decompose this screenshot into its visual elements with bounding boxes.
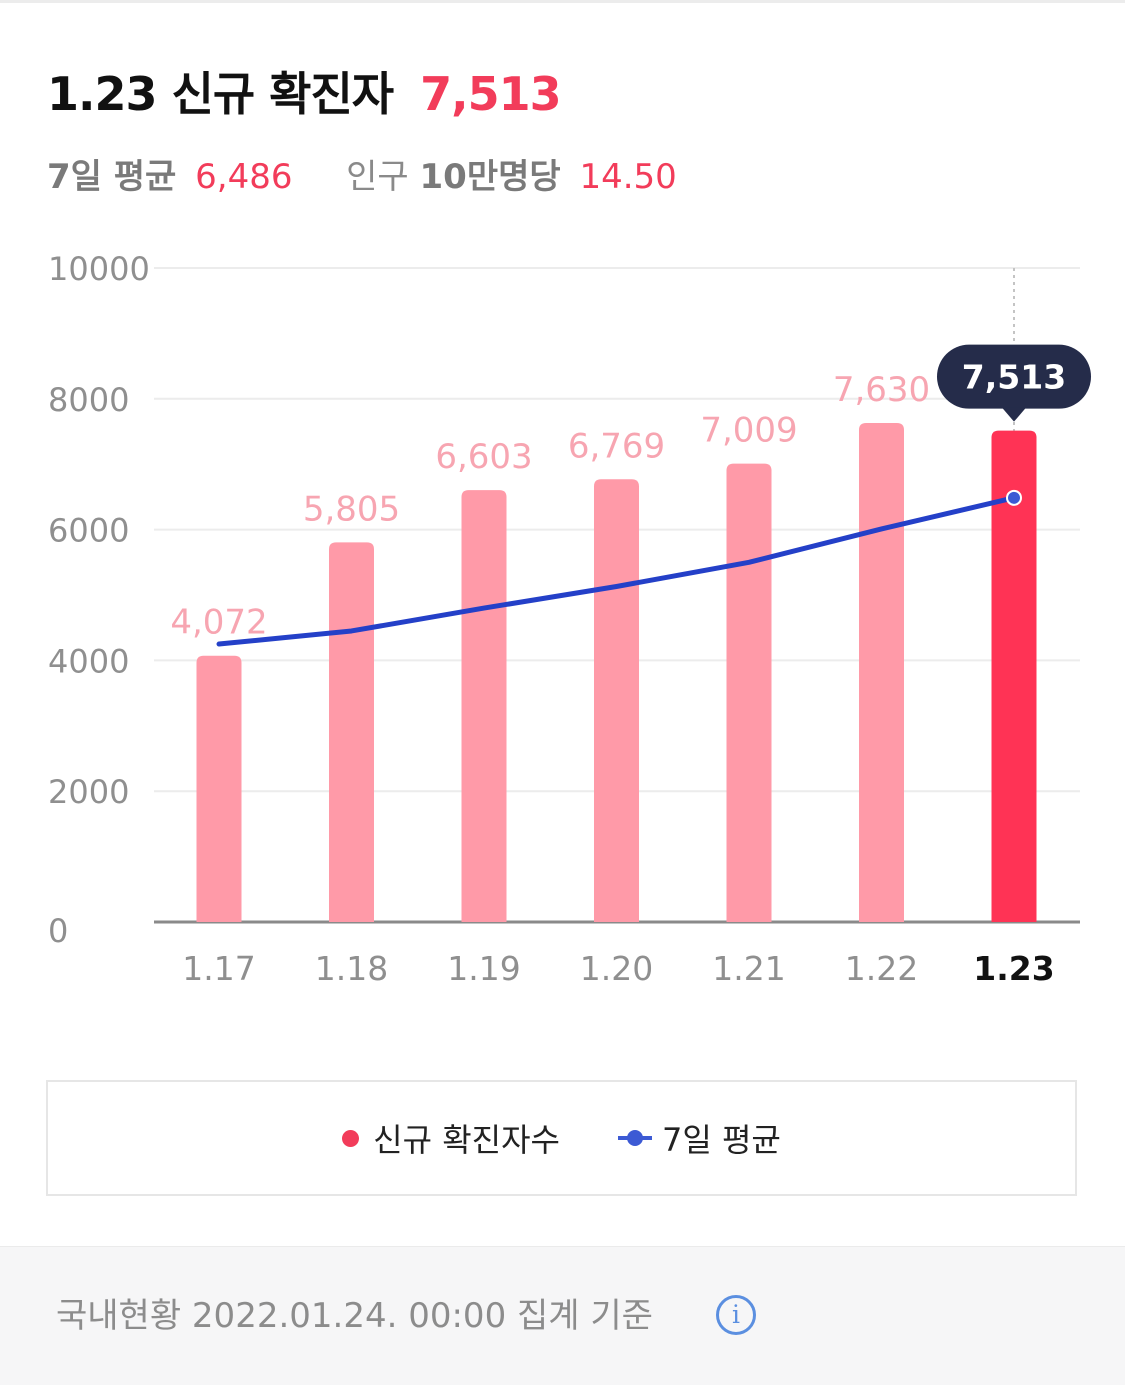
avg-value: 6,486	[195, 157, 293, 197]
bar	[196, 655, 242, 922]
per-label-bold: 10만명당	[419, 157, 561, 197]
legend-item-7day-average[interactable]: 7일 평균	[617, 1115, 781, 1161]
tooltip-pointer	[1002, 407, 1026, 422]
avg-label: 7일 평균	[47, 157, 177, 197]
data-label: 7,630	[833, 370, 930, 410]
summary-header: 1.23 신규 확진자 7,513	[47, 62, 562, 126]
data-label: 5,805	[303, 489, 400, 529]
data-label: 6,603	[435, 437, 532, 477]
average-line	[216, 495, 1017, 647]
data-label: 6,769	[568, 426, 665, 466]
data-label: 7,009	[700, 411, 797, 451]
y-tick-label: 10000	[48, 250, 150, 288]
average-point	[1006, 489, 1022, 506]
legend-label-new-cases: 신규 확진자수	[373, 1121, 560, 1159]
per-label-prefix: 인구	[346, 157, 420, 197]
y-tick-label: 0	[48, 912, 68, 950]
summary-stats: 7일 평균 6,486 인구 10만명당 14.50	[47, 152, 677, 202]
bar	[859, 422, 904, 922]
y-tick-label: 2000	[48, 773, 129, 811]
data-label: 4,072	[170, 603, 267, 643]
x-tick-label: 1.19	[447, 949, 520, 988]
legend-line-icon	[617, 1130, 652, 1146]
x-tick-label: 1.17	[182, 949, 255, 988]
tooltip-value: 7,513	[962, 358, 1066, 397]
chart-legend: 신규 확진자수 7일 평균	[46, 1080, 1077, 1196]
legend-dot-icon	[342, 1129, 360, 1147]
title-count: 7,513	[420, 67, 562, 121]
legend-item-new-cases[interactable]: 신규 확진자수	[342, 1115, 560, 1161]
footer: 국내현황 2022.01.24. 00:00 집계 기준 i	[0, 1246, 1125, 1385]
bar	[726, 463, 772, 922]
x-tick-label: 1.23	[973, 949, 1054, 988]
y-tick-label: 8000	[48, 381, 129, 419]
cases-chart[interactable]: 0 2000 4000 6000 8000 10000 4,072 5,805 6,603 6,7…	[0, 240, 1125, 1020]
bar	[594, 479, 639, 922]
legend-label-7day-average: 7일 평균	[661, 1121, 781, 1159]
bar	[991, 430, 1037, 922]
x-tick-label: 1.20	[580, 949, 653, 988]
per-value: 14.50	[579, 157, 677, 197]
x-tick-label: 1.18	[315, 949, 388, 988]
title-text: 신규 확진자	[171, 67, 395, 121]
page-title: 1.23 신규 확진자 7,513	[47, 62, 562, 126]
bar	[461, 490, 507, 922]
info-icon[interactable]: i	[716, 1295, 756, 1335]
footer-text: 국내현황 2022.01.24. 00:00 집계 기준	[56, 1296, 653, 1336]
y-tick-label: 4000	[48, 642, 129, 680]
x-tick-label: 1.21	[712, 949, 785, 988]
top-divider	[0, 0, 1125, 3]
bar	[329, 542, 374, 922]
tooltip-bubble	[937, 344, 1091, 409]
title-date: 1.23	[47, 67, 157, 121]
y-tick-label: 6000	[48, 512, 129, 550]
x-tick-label: 1.22	[845, 949, 918, 988]
